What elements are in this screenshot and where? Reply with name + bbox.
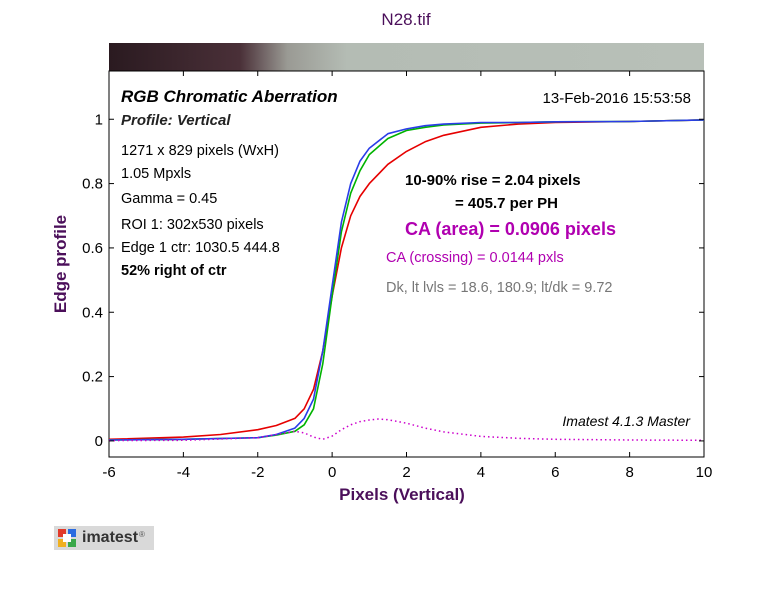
x-tick-label: 6 [551,464,559,481]
x-tick-label: 4 [477,464,485,481]
info-line: 1271 x 829 pixels (WxH) [121,143,279,159]
imatest-logo-icon [58,529,76,547]
x-tick-label: 10 [696,464,713,481]
x-tick-label: -2 [251,464,264,481]
profile-text: Profile: Vertical [121,112,231,129]
info-line: ROI 1: 302x530 pixels [121,217,264,233]
ca-area-text: CA (area) = 0.0906 pixels [405,219,616,239]
y-tick-label: 0.8 [82,176,103,193]
y-axis-label: Edge profile [51,215,70,313]
x-tick-label: 2 [402,464,410,481]
info-line: 1.05 Mpxls [121,166,191,182]
chart-title: N28.tif [381,10,430,29]
ticks-layer: -6 -4 -2 0 2 4 6 8 10 0 0.2 0.4 0.6 0.8 1 [82,71,712,481]
y-tick-label: 0.6 [82,240,103,257]
y-tick-label: 0.2 [82,369,103,386]
series-layer [109,119,704,442]
info-line-bold: 52% right of ctr [121,263,227,279]
plot-area [108,70,705,458]
rise-text: 10-90% rise = 2.04 pixels [405,172,581,189]
info-line: Gamma = 0.45 [121,191,217,207]
imatest-logo-reg: ® [139,529,145,539]
timestamp-text: 13-Feb-2016 15:53:58 [543,90,691,107]
x-tick-label: 0 [328,464,336,481]
x-tick-label: -6 [102,464,115,481]
header-left-text: RGB Chromatic Aberration [121,87,338,106]
imatest-logo-text: imatest [82,529,139,546]
x-axis-label: Pixels (Vertical) [339,485,465,504]
x-tick-label: 8 [625,464,633,481]
ca-crossing-text: CA (crossing) = 0.0144 pxls [386,250,564,266]
series-line-blue [109,119,704,441]
series-line-ca-difference [109,418,704,442]
y-tick-label: 0.4 [82,304,103,321]
info-line: Edge 1 ctr: 1030.5 444.8 [121,240,280,256]
x-tick-label: -4 [177,464,190,481]
y-tick-label: 1 [95,111,103,128]
imatest-logo: imatest ® [54,526,154,550]
y-tick-label: 0 [95,433,103,450]
edge-image-strip [109,43,704,71]
version-text: Imatest 4.1.3 Master [562,413,691,429]
levels-text: Dk, lt lvls = 18.6, 180.9; lt/dk = 9.72 [386,280,613,296]
series-line-red [109,119,704,441]
rise-per-ph-text: = 405.7 per PH [455,195,558,212]
